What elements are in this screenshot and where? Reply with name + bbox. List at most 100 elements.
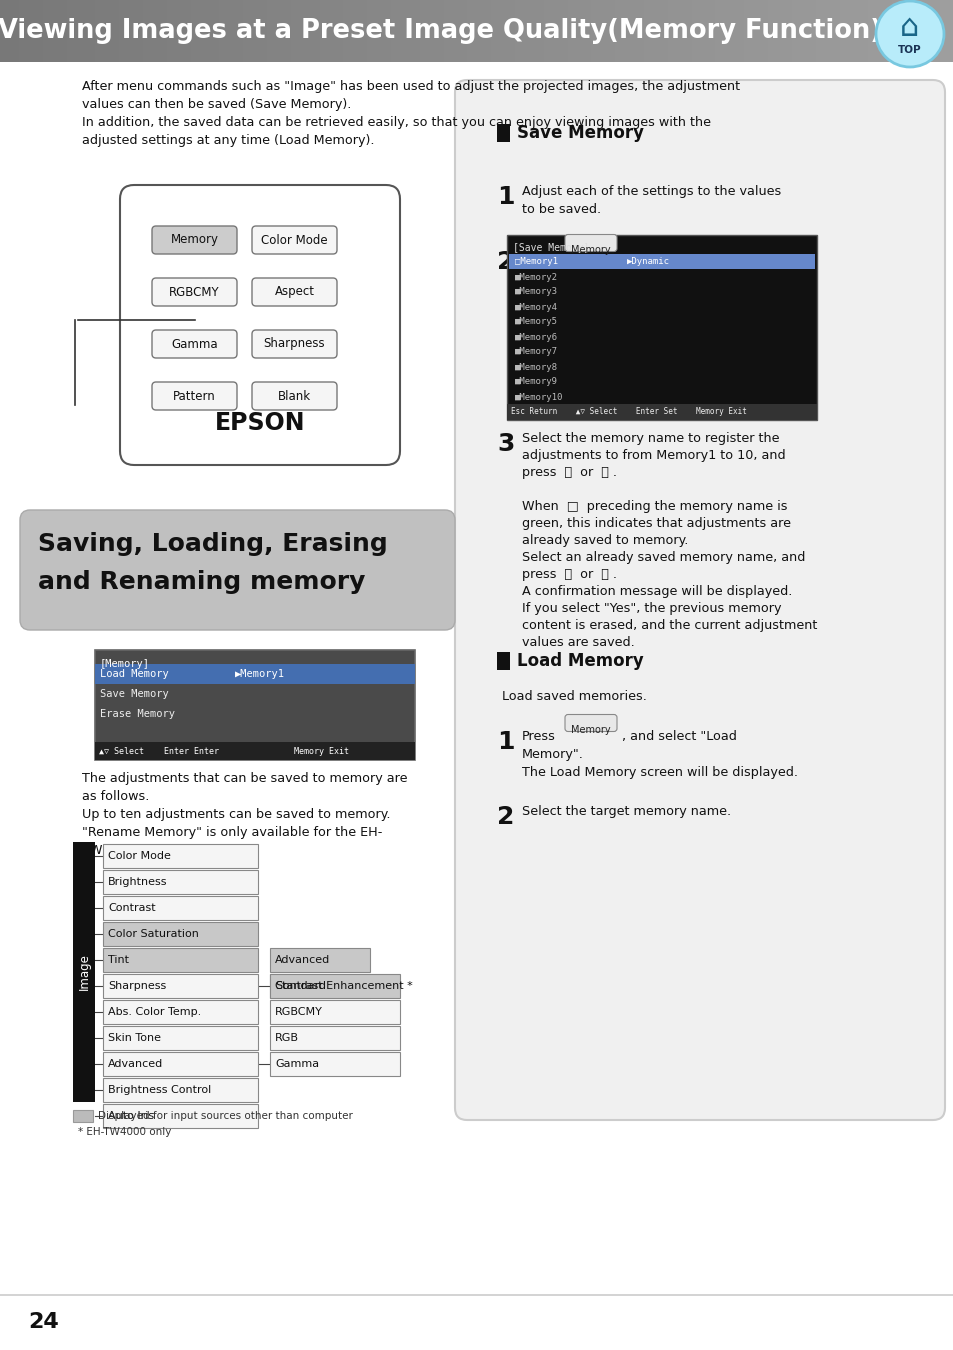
Bar	[19, 0, 25, 62]
Bar	[572, 0, 578, 62]
Bar	[224, 0, 230, 62]
Bar	[24, 0, 30, 62]
Bar	[529, 0, 535, 62]
Bar	[95, 649, 415, 760]
Bar	[524, 0, 530, 62]
Bar	[362, 0, 368, 62]
Text: A confirmation message will be displayed.: A confirmation message will be displayed…	[521, 585, 792, 598]
Text: adjusted settings at any time (Load Memory).: adjusted settings at any time (Load Memo…	[82, 134, 375, 147]
Text: Skin Tone: Skin Tone	[108, 1033, 161, 1044]
Bar	[295, 0, 301, 62]
FancyBboxPatch shape	[152, 382, 236, 410]
Bar	[124, 0, 130, 62]
Text: TW4000.: TW4000.	[82, 844, 139, 857]
Text: Abs. Color Temp.: Abs. Color Temp.	[108, 1007, 201, 1017]
Bar	[896, 0, 902, 62]
Bar	[270, 1052, 399, 1076]
Text: RGBCMY: RGBCMY	[169, 285, 219, 298]
Bar	[152, 0, 158, 62]
Bar	[586, 0, 592, 62]
Bar	[391, 0, 396, 62]
Bar	[781, 0, 787, 62]
Bar	[497, 652, 510, 670]
Text: Save Memory: Save Memory	[100, 688, 169, 699]
Bar	[429, 0, 435, 62]
Bar	[73, 842, 95, 1102]
Bar	[681, 0, 687, 62]
Bar	[167, 0, 172, 62]
Text: ▲▽ Select    Enter Enter               Memory Exit: ▲▽ Select Enter Enter Memory Exit	[99, 747, 349, 756]
Bar	[334, 0, 339, 62]
Text: Save Memory: Save Memory	[517, 124, 643, 142]
Bar	[605, 0, 611, 62]
Bar	[453, 0, 458, 62]
Bar	[10, 0, 15, 62]
Text: Saving, Loading, Erasing: Saving, Loading, Erasing	[38, 532, 387, 556]
Bar	[95, 743, 415, 760]
Text: green, this indicates that adjustments are: green, this indicates that adjustments a…	[521, 517, 790, 531]
Bar	[0, 0, 6, 62]
Bar	[272, 0, 277, 62]
Text: Memory: Memory	[571, 725, 610, 734]
Bar	[270, 1000, 399, 1025]
Bar	[786, 0, 792, 62]
Bar	[270, 973, 370, 998]
Text: EPSON: EPSON	[214, 410, 305, 435]
Bar	[476, 0, 482, 62]
Bar	[229, 0, 234, 62]
Text: Advanced: Advanced	[274, 954, 330, 965]
Bar	[138, 0, 144, 62]
Text: values are saved.: values are saved.	[521, 636, 634, 649]
Bar	[281, 0, 287, 62]
Text: 24: 24	[28, 1312, 59, 1332]
Bar	[48, 0, 53, 62]
Bar	[724, 0, 730, 62]
Bar	[205, 0, 211, 62]
Text: Gamma: Gamma	[274, 1058, 319, 1069]
Bar	[796, 0, 801, 62]
Bar	[267, 0, 273, 62]
Text: Aspect: Aspect	[274, 285, 314, 298]
Bar	[743, 0, 749, 62]
Text: ■Memory5: ■Memory5	[515, 317, 558, 327]
Bar	[329, 0, 335, 62]
Bar	[548, 0, 554, 62]
Bar	[5, 0, 10, 62]
Text: Select the memory name to register the: Select the memory name to register the	[521, 432, 779, 446]
Bar	[324, 0, 330, 62]
Bar	[506, 404, 816, 420]
Bar	[33, 0, 39, 62]
Bar	[758, 0, 763, 62]
Bar	[829, 0, 835, 62]
FancyBboxPatch shape	[564, 714, 617, 732]
Bar	[867, 0, 873, 62]
Bar	[305, 0, 311, 62]
Text: Adjust each of the settings to the values: Adjust each of the settings to the value…	[521, 185, 781, 198]
FancyBboxPatch shape	[152, 278, 236, 306]
Bar	[519, 0, 525, 62]
Bar	[95, 664, 415, 684]
Bar	[62, 0, 68, 62]
Text: Viewing Images at a Preset Image Quality(Memory Function): Viewing Images at a Preset Image Quality…	[0, 18, 882, 45]
Bar	[686, 0, 692, 62]
Bar	[839, 0, 844, 62]
Bar	[348, 0, 354, 62]
Bar	[103, 869, 257, 894]
Text: Blank: Blank	[277, 390, 311, 402]
Ellipse shape	[875, 1, 943, 68]
Bar	[343, 0, 349, 62]
Text: [Memory]: [Memory]	[100, 659, 150, 670]
Bar	[472, 0, 477, 62]
Bar	[672, 0, 678, 62]
Bar	[858, 0, 863, 62]
Text: Contrast Enhancement *: Contrast Enhancement *	[274, 981, 413, 991]
Bar	[872, 0, 878, 62]
Bar	[691, 0, 697, 62]
Bar	[143, 0, 149, 62]
Text: RGB: RGB	[274, 1033, 298, 1044]
Bar	[934, 0, 940, 62]
Text: Select the target memory name.: Select the target memory name.	[521, 805, 730, 818]
Bar	[729, 0, 735, 62]
Text: ■Memory2: ■Memory2	[515, 273, 558, 282]
Bar	[805, 0, 811, 62]
